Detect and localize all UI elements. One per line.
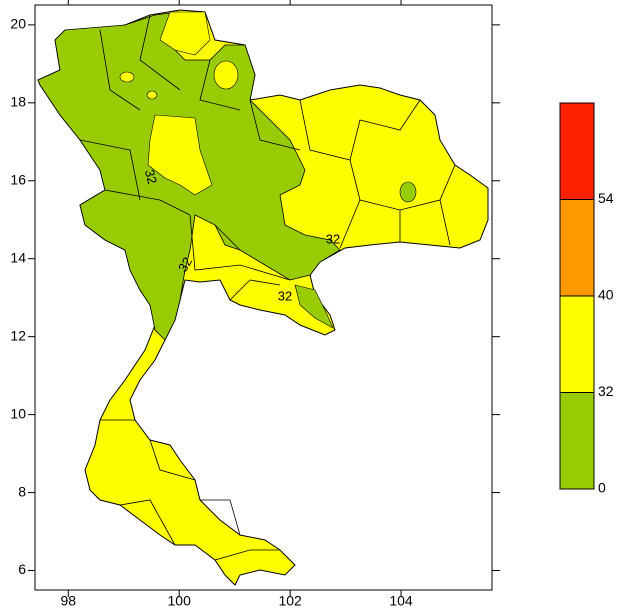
zone-yellow xyxy=(147,114,213,196)
zone-yellow xyxy=(213,60,239,90)
province-lines xyxy=(79,14,456,561)
colorbar-box xyxy=(559,295,595,393)
contour-label: 32 xyxy=(278,288,292,303)
zone-green xyxy=(399,181,417,203)
colorbar-label: 32 xyxy=(598,383,614,399)
zone-yellow xyxy=(159,11,211,56)
contour-label: 32 xyxy=(326,231,340,246)
x-tick-label: 98 xyxy=(60,593,76,609)
y-tick-label: 14 xyxy=(10,249,26,265)
colorbar-box xyxy=(559,199,595,297)
colorbar-box xyxy=(559,102,595,200)
map-frame xyxy=(34,4,493,591)
y-tick-label: 18 xyxy=(10,94,26,110)
x-tick-label: 100 xyxy=(168,593,192,609)
y-tick-label: 20 xyxy=(10,16,26,32)
colorbar-label: 40 xyxy=(598,287,614,303)
zone-green xyxy=(294,284,334,329)
x-tick-label: 104 xyxy=(389,593,413,609)
x-tick-label: 102 xyxy=(278,593,302,609)
colorbar-box xyxy=(559,392,595,490)
contour-label: 32 xyxy=(175,254,195,274)
zone-yellow xyxy=(119,71,135,83)
y-tick-label: 6 xyxy=(18,561,26,577)
y-tick-label: 12 xyxy=(10,327,26,343)
colorbar-label: 54 xyxy=(598,190,614,206)
contour-label: 32 xyxy=(142,168,160,186)
y-tick-label: 16 xyxy=(10,171,26,187)
zone-yellow xyxy=(146,90,158,100)
y-tick-label: 8 xyxy=(18,483,26,499)
colorbar-label: 0 xyxy=(598,480,606,496)
y-tick-label: 10 xyxy=(10,405,26,421)
map-area xyxy=(37,9,489,586)
